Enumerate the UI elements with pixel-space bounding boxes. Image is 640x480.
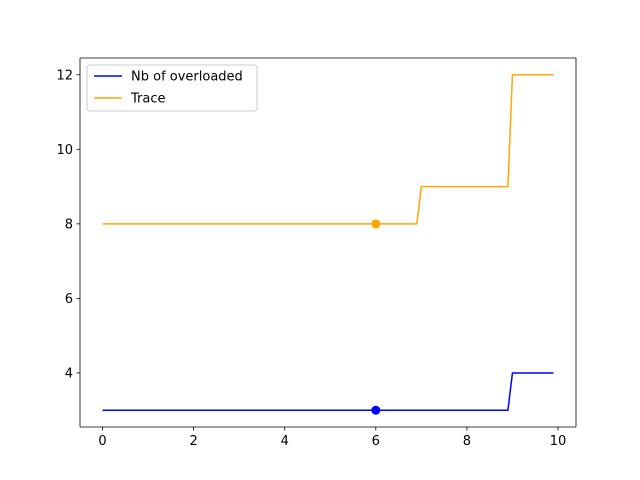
x-tick-label: 6 xyxy=(372,434,380,449)
series-marker-nb-of-overloaded xyxy=(371,405,381,415)
legend-frame xyxy=(86,64,258,112)
legend: Nb of overloaded Trace xyxy=(86,64,258,112)
x-tick-label: 8 xyxy=(463,434,471,449)
y-tick-label: 10 xyxy=(56,143,73,158)
legend-label-trace: Trace xyxy=(130,92,166,107)
y-tick-label: 4 xyxy=(65,366,73,381)
y-tick-label: 12 xyxy=(56,68,73,83)
x-tick-label: 10 xyxy=(550,434,567,449)
y-tick-label: 8 xyxy=(65,217,73,232)
axes-background xyxy=(80,58,576,427)
y-axis-ticks: 4 6 8 10 12 xyxy=(56,68,80,381)
series-layer xyxy=(102,74,554,415)
x-tick-label: 0 xyxy=(98,434,106,449)
axes-frame xyxy=(79,57,577,428)
x-tick-label: 4 xyxy=(281,434,289,449)
x-tick-label: 2 xyxy=(189,434,197,449)
legend-label-nb-of-overloaded: Nb of overloaded xyxy=(131,70,243,85)
plot-area xyxy=(80,58,576,427)
x-axis-ticks: 0 2 4 6 8 10 xyxy=(98,427,566,449)
series-line-trace xyxy=(102,74,554,225)
y-tick-label: 6 xyxy=(65,292,73,307)
series-line-nb-of-overloaded xyxy=(102,372,554,411)
series-marker-trace xyxy=(371,219,381,229)
